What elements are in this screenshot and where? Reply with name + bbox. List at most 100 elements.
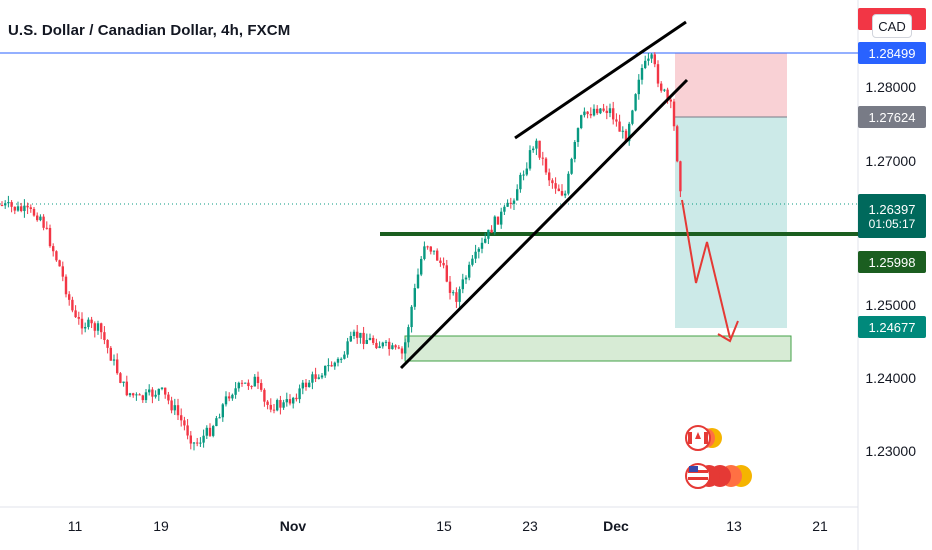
- candle-body: [96, 323, 100, 331]
- candle-body: [644, 60, 647, 68]
- candle-body: [669, 99, 672, 102]
- candle-body: [324, 365, 327, 376]
- candle-body: [548, 172, 551, 181]
- candle-body: [522, 174, 525, 176]
- candle-body: [196, 442, 199, 444]
- candle-body: [573, 142, 576, 159]
- candle-body: [256, 376, 260, 384]
- candle-body: [663, 89, 666, 91]
- candle-body: [500, 211, 503, 225]
- candle-body: [426, 246, 429, 248]
- candle-body: [410, 306, 413, 328]
- candle-body: [109, 347, 112, 361]
- candle-body: [567, 173, 570, 194]
- candle-body: [394, 345, 397, 348]
- candle-body: [423, 246, 426, 259]
- wedge-upper-trendline[interactable]: [514, 20, 687, 140]
- candle-body: [605, 110, 608, 114]
- candle-body: [39, 216, 42, 221]
- candle-body: [612, 108, 615, 120]
- candle-body: [84, 327, 87, 329]
- candle-body: [480, 242, 484, 249]
- candle-body: [583, 111, 586, 116]
- candle-body: [199, 442, 202, 444]
- current-price-value: 1.26397: [868, 201, 916, 217]
- candle-body: [570, 158, 573, 174]
- candle-body: [525, 168, 528, 175]
- take-profit-zone[interactable]: [675, 117, 787, 328]
- candle-body: [458, 289, 461, 302]
- candle-body: [381, 342, 384, 347]
- candle-body: [672, 101, 676, 127]
- us-flag-icon[interactable]: [685, 463, 752, 489]
- candle-body: [455, 292, 458, 302]
- candle-body: [464, 277, 468, 280]
- candle-body: [496, 216, 500, 225]
- candle-body: [247, 382, 250, 387]
- candle-body: [52, 246, 55, 252]
- candle-body: [212, 426, 215, 436]
- candle-body: [554, 183, 557, 189]
- candle-body: [506, 202, 509, 207]
- candle-body: [16, 206, 20, 211]
- candle-body: [493, 216, 496, 233]
- candle-body: [336, 358, 340, 363]
- candle-body: [221, 404, 224, 418]
- candle-body: [164, 387, 167, 395]
- candle-body: [263, 389, 266, 402]
- candle-body: [74, 310, 77, 318]
- candle-body: [103, 332, 106, 341]
- candle-body: [234, 388, 237, 395]
- x-tick-label: Nov: [279, 518, 307, 534]
- candle-body: [608, 108, 612, 114]
- stop-loss-zone[interactable]: [675, 53, 787, 117]
- candle-body: [676, 126, 679, 162]
- candle-body: [0, 205, 4, 206]
- canada-flag-icon[interactable]: [685, 425, 722, 451]
- candle-body: [77, 317, 80, 319]
- candle-body: [292, 397, 295, 404]
- demand-zone[interactable]: [404, 335, 792, 362]
- x-tick-label: Dec: [603, 518, 629, 534]
- candle-body: [340, 358, 343, 360]
- candle-body: [352, 331, 356, 337]
- candle-body: [154, 394, 157, 397]
- candlesticks: [0, 52, 682, 451]
- candle-body: [368, 337, 372, 340]
- price-tag-support: 1.25998: [858, 251, 926, 273]
- candle-body: [138, 394, 141, 396]
- candle-body: [388, 341, 391, 350]
- candle-body: [557, 188, 560, 192]
- candle-body: [20, 206, 23, 212]
- candle-body: [599, 108, 602, 114]
- candle-body: [535, 140, 538, 149]
- candle-body: [23, 205, 26, 212]
- candle-body: [333, 362, 336, 367]
- candle-body: [624, 130, 628, 142]
- candle-body: [628, 123, 631, 142]
- candle-body: [650, 54, 653, 59]
- x-tick-label: 23: [522, 518, 538, 534]
- candle-body: [32, 208, 36, 216]
- candle-body: [317, 377, 320, 379]
- projection-arrow-path[interactable]: [681, 199, 731, 339]
- candle-body: [538, 140, 541, 158]
- candle-body: [272, 409, 276, 411]
- wedge-lower-trendline[interactable]: [399, 78, 689, 370]
- currency-button[interactable]: CAD: [872, 14, 912, 38]
- candle-body: [397, 347, 400, 349]
- candle-body: [468, 264, 471, 278]
- candle-body: [128, 393, 132, 396]
- candle-body: [71, 299, 74, 311]
- candle-body: [58, 260, 61, 267]
- candle-body: [13, 206, 16, 211]
- x-tick-label: 11: [67, 518, 83, 534]
- candle-body: [362, 332, 365, 344]
- candle-body: [298, 388, 301, 400]
- candle-body: [10, 202, 13, 207]
- candle-body: [205, 427, 208, 436]
- candle-body: [327, 365, 330, 367]
- candle-body: [26, 205, 29, 208]
- candle-body: [122, 381, 125, 383]
